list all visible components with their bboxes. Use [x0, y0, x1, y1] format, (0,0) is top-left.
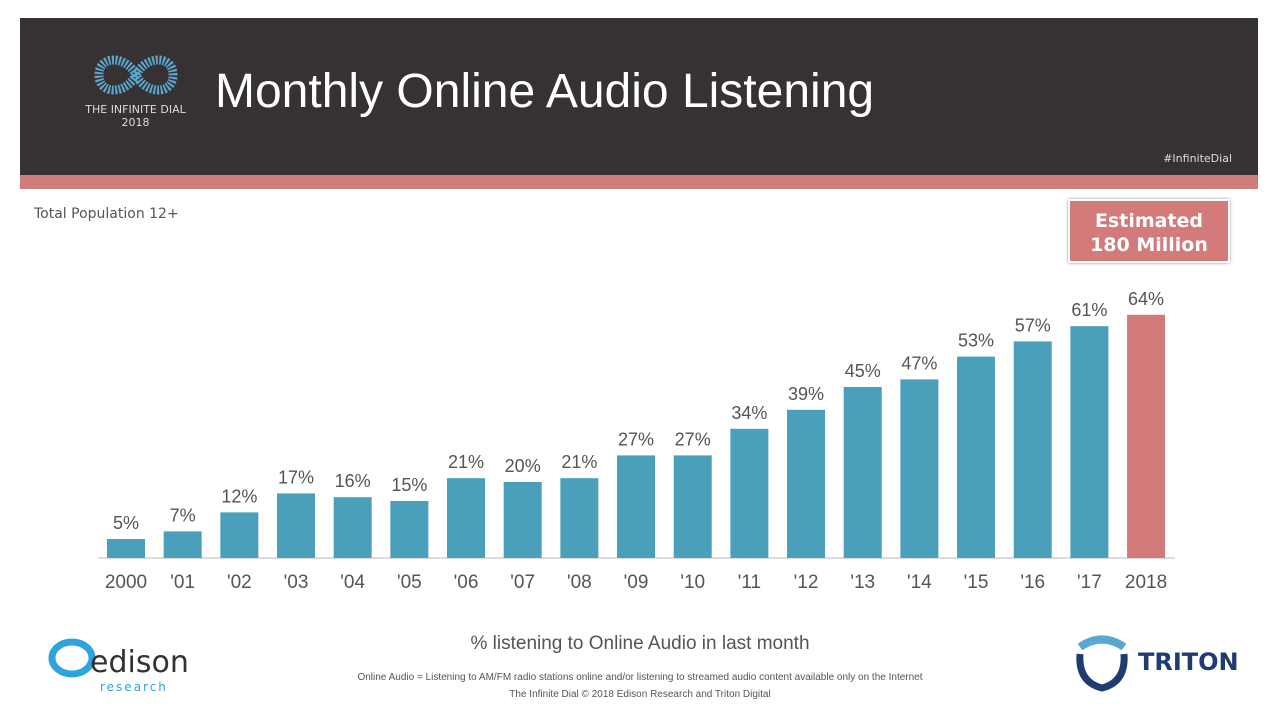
logo-line1: THE INFINITE DIAL — [85, 103, 186, 116]
estimate-badge: Estimated 180 Million — [1068, 199, 1230, 263]
data-label: 7% — [170, 505, 196, 525]
data-label: 21% — [561, 452, 597, 472]
x-tick-label: 2018 — [1125, 572, 1167, 593]
x-tick-label: '09 — [624, 572, 649, 593]
population-label: Total Population 12+ — [34, 206, 179, 222]
infinity-icon — [93, 55, 178, 95]
bar — [673, 455, 712, 558]
definition-note: Online Audio = Listening to AM/FM radio … — [357, 672, 923, 683]
logo-line2: 2018 — [121, 116, 150, 129]
bar — [730, 428, 769, 558]
triton-icon — [1076, 635, 1128, 692]
edison-sub: research — [100, 680, 168, 694]
x-tick-label: '04 — [340, 572, 365, 593]
hashtag: #InfiniteDial — [1163, 152, 1232, 165]
data-label: 53% — [958, 331, 994, 351]
data-label: 27% — [675, 429, 711, 449]
x-tick-label: '15 — [964, 572, 989, 593]
accent-strip — [20, 175, 1258, 189]
edison-name: edison — [90, 645, 189, 680]
chart-caption: % listening to Online Audio in last mont… — [470, 633, 810, 654]
bar — [900, 379, 939, 558]
bar — [787, 409, 826, 558]
data-label: 61% — [1071, 300, 1107, 320]
bar — [1127, 314, 1166, 558]
x-tick-label: 2000 — [105, 572, 147, 593]
x-tick-label: '16 — [1020, 572, 1045, 593]
data-label: 21% — [448, 452, 484, 472]
bar — [220, 512, 259, 558]
x-tick-label: '13 — [850, 572, 875, 593]
bar — [843, 387, 882, 558]
bar — [163, 531, 202, 558]
copyright-note: The Infinite Dial © 2018 Edison Research… — [509, 689, 771, 700]
data-label: 57% — [1015, 315, 1051, 335]
x-tick-label: '01 — [170, 572, 195, 593]
data-label: 47% — [901, 353, 937, 373]
data-label: 16% — [335, 471, 371, 491]
data-label: 15% — [391, 475, 427, 495]
bar — [390, 501, 429, 558]
header-bar — [20, 18, 1258, 175]
infinite-dial-logo: THE INFINITE DIAL 2018 — [78, 50, 193, 129]
x-tick-label: '10 — [680, 572, 705, 593]
bar — [277, 493, 316, 558]
x-tick-label: '17 — [1077, 572, 1102, 593]
data-label: 39% — [788, 384, 824, 404]
triton-name: TRITON — [1138, 648, 1239, 676]
x-tick-label: '14 — [907, 572, 932, 593]
page-title: Monthly Online Audio Listening — [215, 65, 875, 118]
estimate-line1: Estimated — [1094, 210, 1204, 232]
x-tick-label: '03 — [284, 572, 309, 593]
bar — [1013, 341, 1052, 558]
bar — [107, 539, 145, 558]
estimate-line2: 180 Million — [1090, 234, 1208, 256]
data-label: 27% — [618, 429, 654, 449]
bar — [957, 356, 996, 558]
data-label: 64% — [1128, 289, 1164, 309]
data-label: 12% — [221, 486, 257, 506]
x-tick-label: '02 — [227, 572, 252, 593]
data-label: 17% — [278, 467, 314, 487]
edison-icon — [48, 638, 96, 678]
bar — [333, 497, 372, 558]
data-label: 34% — [731, 403, 767, 423]
x-tick-label: '06 — [454, 572, 479, 593]
data-label: 5% — [113, 513, 139, 533]
bar — [1070, 326, 1109, 558]
data-label: 45% — [845, 361, 881, 381]
x-tick-label: '12 — [794, 572, 819, 593]
data-label: 20% — [505, 456, 541, 476]
bar — [560, 478, 599, 558]
bar — [617, 455, 656, 558]
bar — [447, 478, 486, 558]
x-tick-label: '05 — [397, 572, 422, 593]
x-tick-label: '08 — [567, 572, 592, 593]
x-tick-label: '11 — [738, 572, 761, 593]
bar — [503, 482, 542, 558]
x-tick-label: '07 — [510, 572, 535, 593]
